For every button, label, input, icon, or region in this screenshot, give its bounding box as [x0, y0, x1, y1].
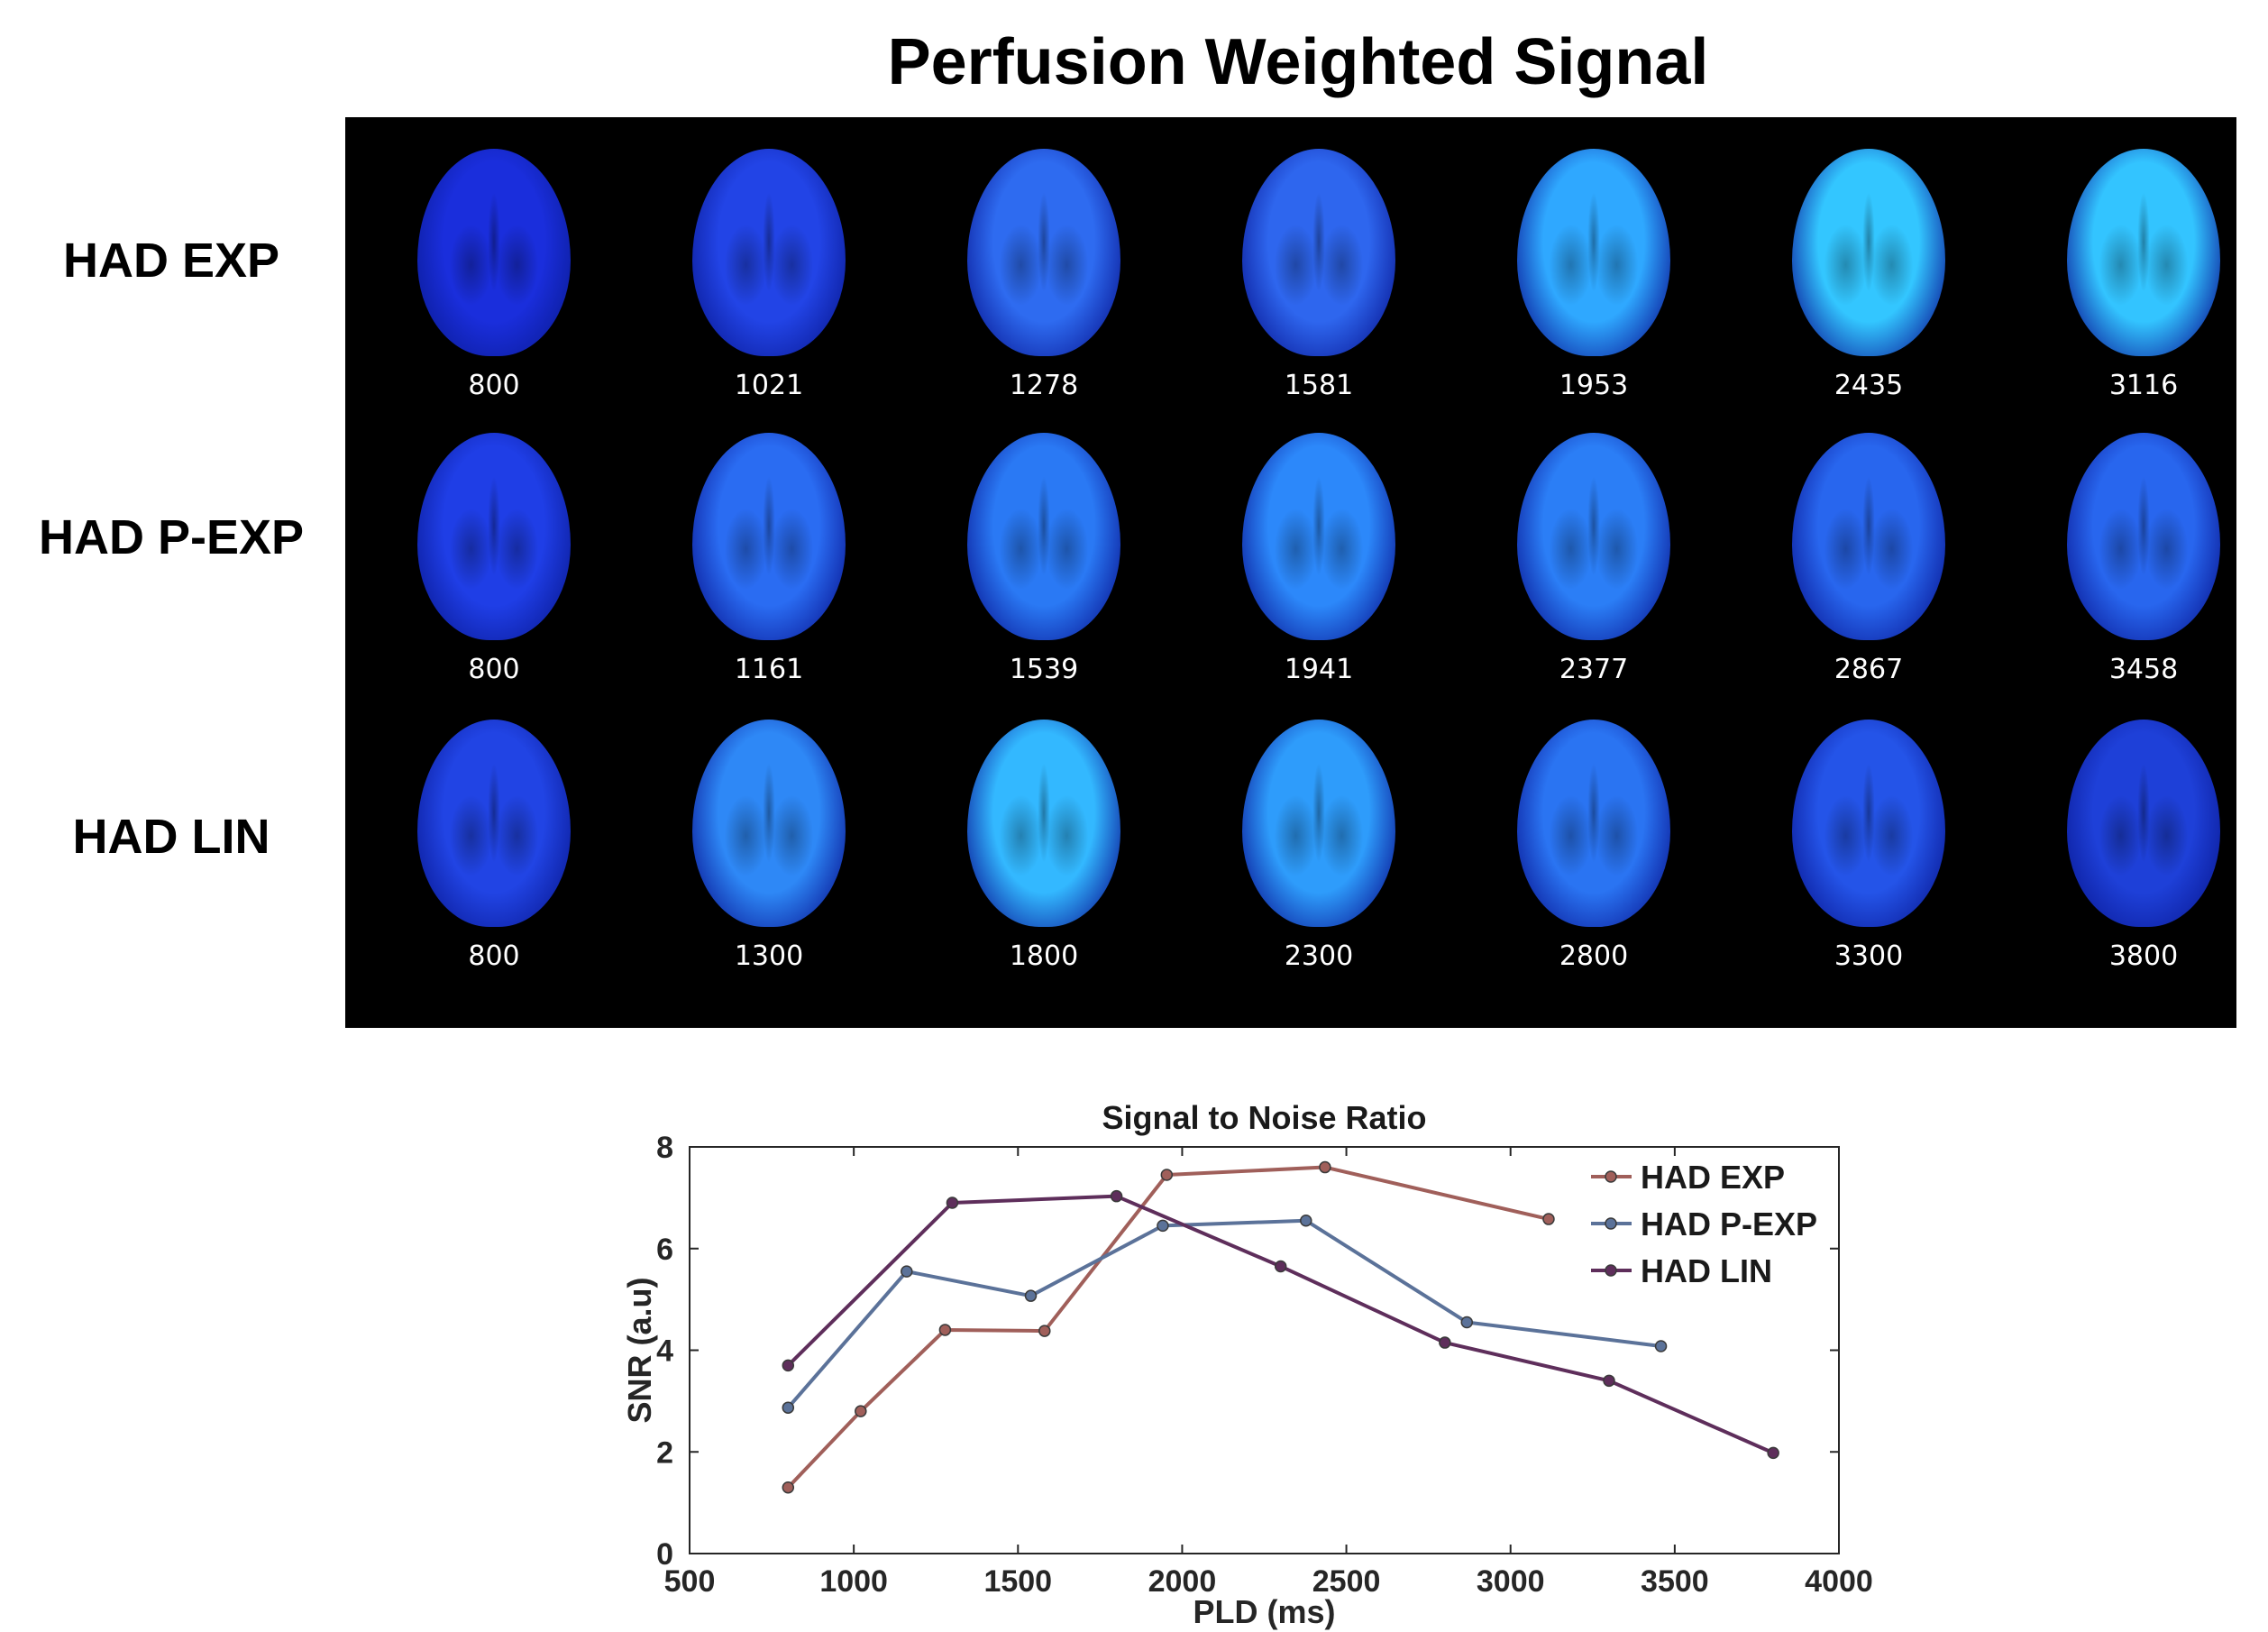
pld-label: 2377	[1559, 654, 1629, 685]
data-point	[1038, 1325, 1051, 1337]
pld-label: 1581	[1284, 370, 1354, 401]
data-point	[782, 1481, 795, 1494]
pld-label: 2300	[1284, 940, 1354, 972]
x-tick-label: 3500	[1641, 1564, 1709, 1599]
pld-label: 800	[468, 370, 520, 401]
brain-perfusion-image	[417, 720, 571, 927]
pld-label: 2800	[1559, 940, 1629, 972]
brain-perfusion-image	[1517, 433, 1670, 640]
data-point	[1024, 1289, 1038, 1302]
brain-perfusion-image	[692, 433, 846, 640]
y-tick-label: 0	[656, 1537, 673, 1572]
pld-label: 2867	[1834, 654, 1904, 685]
perfusion-image-panel: 800 1021 1278 1581 1953 2435 3116 800 1161 1539 19…	[345, 117, 2236, 1028]
row-label-3: HAD LIN	[72, 810, 270, 864]
pld-label: 2435	[1834, 370, 1904, 401]
y-tick-label: 4	[656, 1334, 673, 1369]
pld-label: 1161	[734, 654, 804, 685]
pld-label: 3300	[1834, 940, 1904, 972]
data-point	[855, 1405, 867, 1417]
data-point	[946, 1196, 959, 1209]
brain-perfusion-image	[1792, 720, 1945, 927]
brain-perfusion-image	[2067, 149, 2220, 356]
pld-label: 1300	[734, 940, 804, 972]
brain-perfusion-image	[2067, 720, 2220, 927]
brain-perfusion-image	[1242, 149, 1395, 356]
brain-perfusion-image	[1792, 433, 1945, 640]
brain-perfusion-image	[967, 433, 1120, 640]
row-label-1: HAD EXP	[62, 234, 280, 288]
data-point	[1542, 1213, 1555, 1225]
legend-marker	[1605, 1170, 1617, 1183]
pld-label: 1278	[1009, 370, 1079, 401]
pld-label: 3116	[2108, 370, 2179, 401]
data-point	[901, 1265, 913, 1278]
y-tick-label: 2	[656, 1435, 673, 1470]
pld-label: 800	[468, 654, 520, 685]
y-tick-label: 6	[656, 1233, 673, 1267]
x-tick-label: 1500	[983, 1564, 1052, 1599]
data-point	[938, 1324, 952, 1336]
x-tick-label: 4000	[1805, 1564, 1873, 1599]
y-tick-label: 8	[656, 1131, 673, 1165]
brain-perfusion-image	[1792, 149, 1945, 356]
brain-perfusion-image	[417, 433, 571, 640]
pld-label: 1953	[1559, 370, 1629, 401]
brain-perfusion-image	[692, 720, 846, 927]
x-tick-label: 3000	[1477, 1564, 1545, 1599]
data-point	[1319, 1160, 1331, 1174]
legend-label: HAD LIN	[1641, 1252, 1772, 1289]
brain-perfusion-image	[1517, 720, 1670, 927]
brain-perfusion-image	[417, 149, 571, 356]
x-tick-label: 1000	[819, 1564, 888, 1599]
pld-label: 1941	[1284, 654, 1354, 685]
pld-label: 1800	[1009, 940, 1079, 972]
figure-title: Perfusion Weighted Signal	[887, 26, 1709, 98]
data-point	[1157, 1219, 1169, 1233]
data-point	[1439, 1336, 1451, 1349]
data-point	[782, 1359, 795, 1372]
x-axis-label: PLD (ms)	[1193, 1593, 1335, 1630]
y-axis-label: SNR (a.u)	[621, 1278, 658, 1424]
plot-area	[689, 1146, 1840, 1554]
legend-marker	[1605, 1264, 1617, 1277]
pld-label: 3800	[2108, 940, 2179, 972]
pld-label: 800	[468, 940, 520, 972]
brain-perfusion-image	[1242, 433, 1395, 640]
legend-label: HAD P-EXP	[1641, 1206, 1817, 1242]
legend-marker	[1605, 1217, 1617, 1230]
brain-perfusion-image	[2067, 433, 2220, 640]
brain-perfusion-image	[967, 720, 1120, 927]
legend-label: HAD EXP	[1641, 1159, 1785, 1196]
chart-title: Signal to Noise Ratio	[1102, 1099, 1426, 1136]
pld-label: 1021	[734, 370, 804, 401]
x-tick-label: 2000	[1148, 1564, 1217, 1599]
pld-label: 1539	[1009, 654, 1079, 685]
brain-perfusion-image	[1517, 149, 1670, 356]
data-point	[1110, 1189, 1123, 1203]
x-tick-label: 500	[664, 1564, 716, 1599]
data-point	[1654, 1340, 1668, 1352]
brain-perfusion-image	[967, 149, 1120, 356]
data-point	[1460, 1316, 1474, 1329]
data-point	[1300, 1214, 1312, 1227]
pld-label: 3458	[2108, 654, 2179, 685]
data-point	[782, 1401, 795, 1414]
data-point	[1274, 1260, 1287, 1273]
x-tick-label: 2500	[1312, 1564, 1381, 1599]
brain-perfusion-image	[1242, 720, 1395, 927]
data-point	[1603, 1374, 1615, 1388]
data-point	[1767, 1446, 1779, 1460]
row-label-2: HAD P-EXP	[38, 510, 305, 564]
brain-perfusion-image	[692, 149, 846, 356]
data-point	[1160, 1169, 1174, 1181]
